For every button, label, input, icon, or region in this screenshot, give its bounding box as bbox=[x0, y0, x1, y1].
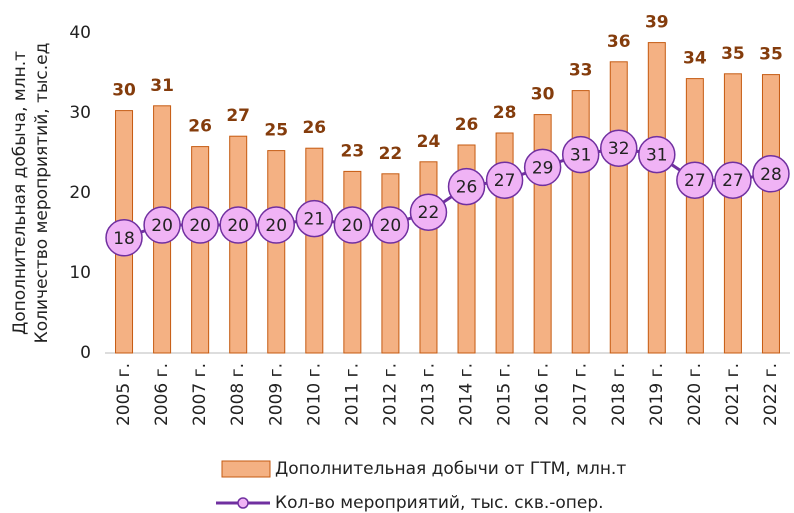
bar bbox=[381, 173, 400, 354]
marker bbox=[523, 148, 562, 187]
point-label: 31 bbox=[570, 146, 592, 166]
bar bbox=[609, 61, 628, 354]
marker bbox=[143, 206, 181, 244]
legend-label: Дополнительная добычи от ГТМ, млн.т bbox=[275, 459, 626, 479]
marker bbox=[676, 161, 714, 199]
marker bbox=[181, 206, 219, 244]
marker bbox=[752, 155, 790, 193]
bar-label: 30 bbox=[531, 85, 555, 105]
bar bbox=[647, 42, 666, 354]
bar bbox=[343, 170, 362, 354]
bar-label: 33 bbox=[569, 61, 593, 81]
point-label: 27 bbox=[722, 171, 744, 191]
legend-label: Кол-во мероприятий, тыс. скв.-опер. bbox=[275, 493, 604, 513]
x-tick-label: 2006 г. bbox=[152, 363, 172, 426]
x-tick-label: 2005 г. bbox=[114, 363, 134, 426]
bar bbox=[761, 74, 780, 354]
bar-label: 22 bbox=[379, 144, 403, 164]
legend-swatch bbox=[221, 460, 271, 478]
bar-label: 26 bbox=[455, 115, 479, 135]
point-label: 20 bbox=[265, 216, 287, 236]
y-tick-label: 0 bbox=[80, 343, 91, 363]
y-axis-title: Дополнительная добыча, млн.т bbox=[10, 51, 30, 335]
point-label: 32 bbox=[608, 139, 630, 159]
point-label: 21 bbox=[303, 210, 325, 230]
point-label: 20 bbox=[380, 216, 402, 236]
bar-label: 35 bbox=[759, 45, 783, 65]
y-axis-title: Количество мероприятий, тыс.ед bbox=[32, 43, 52, 344]
x-tick-label: 2013 г. bbox=[418, 363, 438, 426]
marker bbox=[638, 135, 676, 174]
bar bbox=[571, 90, 590, 354]
bar bbox=[191, 146, 210, 354]
x-tick-label: 2020 г. bbox=[685, 363, 705, 426]
bar-label: 39 bbox=[645, 13, 669, 33]
bar bbox=[229, 135, 248, 354]
point-label: 20 bbox=[227, 216, 249, 236]
marker bbox=[105, 219, 143, 257]
point-label: 20 bbox=[189, 216, 211, 236]
marker bbox=[219, 206, 257, 244]
point-label: 26 bbox=[456, 178, 478, 198]
bar-label: 23 bbox=[341, 141, 365, 161]
bar bbox=[267, 150, 286, 354]
x-tick-label: 2007 г. bbox=[190, 363, 210, 426]
y-tick-label: 30 bbox=[69, 103, 91, 123]
x-tick-label: 2011 г. bbox=[342, 363, 362, 426]
x-tick-label: 2015 г. bbox=[495, 363, 515, 426]
marker bbox=[257, 206, 295, 244]
bar-label: 31 bbox=[150, 76, 174, 96]
bar-label: 27 bbox=[226, 106, 250, 126]
y-tick-label: 40 bbox=[69, 23, 91, 43]
x-tick-label: 2008 г. bbox=[228, 363, 248, 426]
x-tick-label: 2010 г. bbox=[304, 363, 324, 426]
point-label: 28 bbox=[760, 165, 782, 185]
bar bbox=[305, 147, 324, 354]
x-tick-label: 2012 г. bbox=[380, 363, 400, 426]
y-tick-label: 20 bbox=[69, 183, 91, 203]
point-label: 27 bbox=[494, 171, 516, 191]
marker bbox=[600, 129, 638, 167]
bar-label: 25 bbox=[264, 121, 288, 141]
bar bbox=[419, 161, 438, 354]
point-label: 22 bbox=[418, 203, 440, 223]
bar-label: 36 bbox=[607, 32, 631, 52]
y-tick-label: 10 bbox=[69, 263, 91, 283]
bar bbox=[685, 78, 704, 354]
marker bbox=[447, 167, 486, 206]
bar-label: 26 bbox=[188, 117, 212, 137]
bar-label: 30 bbox=[112, 81, 136, 101]
marker bbox=[561, 135, 600, 174]
point-label: 31 bbox=[646, 146, 668, 166]
marker bbox=[409, 193, 448, 231]
x-tick-label: 2021 г. bbox=[723, 363, 743, 426]
point-label: 20 bbox=[342, 216, 364, 236]
legend-marker bbox=[237, 497, 249, 509]
x-tick-label: 2014 г. bbox=[457, 363, 477, 426]
marker bbox=[333, 206, 372, 244]
x-tick-label: 2009 г. bbox=[266, 363, 286, 426]
point-label: 29 bbox=[532, 158, 554, 178]
x-tick-label: 2018 г. bbox=[609, 363, 629, 426]
marker bbox=[714, 161, 752, 199]
bar-label: 34 bbox=[683, 49, 707, 69]
x-tick-label: 2016 г. bbox=[533, 363, 553, 426]
x-tick-label: 2017 г. bbox=[571, 363, 591, 426]
point-label: 27 bbox=[684, 171, 706, 191]
marker bbox=[371, 206, 410, 244]
point-label: 20 bbox=[151, 216, 173, 236]
x-tick-label: 2019 г. bbox=[647, 363, 667, 426]
bar-label: 35 bbox=[721, 44, 745, 64]
marker bbox=[485, 161, 524, 199]
marker bbox=[295, 199, 334, 238]
bar bbox=[723, 73, 742, 354]
bar-label: 24 bbox=[417, 132, 441, 152]
x-tick-label: 2022 г. bbox=[761, 363, 781, 426]
bar-label: 26 bbox=[302, 118, 326, 138]
bar-label: 28 bbox=[493, 103, 517, 123]
point-label: 18 bbox=[113, 229, 135, 249]
